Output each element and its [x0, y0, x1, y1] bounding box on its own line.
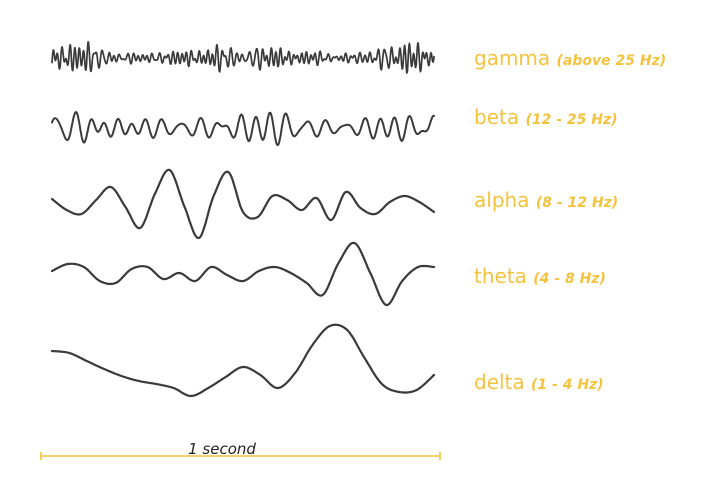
label-beta: beta (12 - 25 Hz): [474, 105, 618, 132]
band-range-alpha: (8 - 12 Hz): [535, 195, 619, 211]
label-theta: theta (4 - 8 Hz): [474, 264, 606, 291]
scale-bar: [40, 452, 441, 460]
gamma-wave: [51, 41, 435, 74]
beta-wave: [51, 111, 435, 147]
band-name-beta: beta: [474, 105, 520, 129]
label-delta: delta (1 - 4 Hz): [474, 370, 604, 397]
label-gamma: gamma (above 25 Hz): [474, 46, 666, 73]
band-range-gamma: (above 25 Hz): [556, 53, 667, 69]
band-range-beta: (12 - 25 Hz): [525, 112, 618, 128]
scale-bar-label: 1 second: [188, 440, 256, 458]
band-name-theta: theta: [474, 264, 527, 288]
band-range-delta: (1 - 4 Hz): [531, 377, 604, 393]
band-name-gamma: gamma: [474, 46, 551, 70]
band-name-alpha: alpha: [474, 188, 530, 212]
band-range-theta: (4 - 8 Hz): [533, 271, 606, 287]
delta-wave: [50, 323, 436, 398]
alpha-wave: [50, 168, 436, 240]
theta-wave: [50, 241, 436, 307]
label-alpha: alpha (8 - 12 Hz): [474, 188, 618, 215]
band-name-delta: delta: [474, 370, 525, 394]
